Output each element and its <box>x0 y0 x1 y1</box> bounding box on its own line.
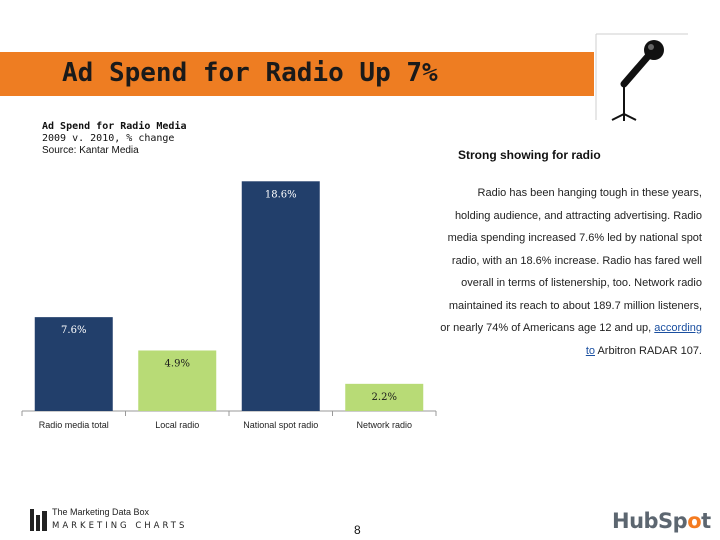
x-tick-label-1: Radio media total <box>39 420 109 430</box>
hubspot-logo: HubSpot <box>612 509 711 533</box>
data-label-2: 4.9% <box>165 358 190 369</box>
marketing-charts-logo: The Marketing Data Box MARKETING CHARTS <box>30 507 190 535</box>
x-tick-label-2: Local radio <box>155 420 199 430</box>
x-tick-label-4: Network radio <box>356 420 412 430</box>
title-banner <box>0 52 680 96</box>
bar-2 <box>138 350 217 411</box>
sidebar-heading: Strong showing for radio <box>458 148 601 162</box>
bar-chart: 7.6% Radio media total 4.9% Local radio 18.6… <box>21 181 437 430</box>
x-tick-label-3: National spot radio <box>243 420 318 430</box>
data-label-1: 7.6% <box>61 325 86 336</box>
chart-subtitle: 2009 v. 2010, % change <box>42 133 175 144</box>
chart-title: Ad Spend for Radio Media <box>42 121 187 132</box>
sidebar-text-1: Radio has been hanging tough in these ye… <box>440 187 702 334</box>
logo-line2: MARKETING CHARTS <box>52 521 188 531</box>
chart-header: Ad Spend for Radio Media 2009 v. 2010, %… <box>42 121 187 157</box>
sidebar-body: Radio has been hanging tough in these ye… <box>440 182 702 362</box>
data-label-3: 18.6% <box>265 189 297 200</box>
arbitron-link[interactable]: according to <box>585 322 702 357</box>
hubspot-o: o <box>687 509 702 533</box>
bar-1 <box>34 317 113 411</box>
bar-3 <box>241 181 320 411</box>
bars-logo-icon <box>30 509 47 531</box>
bar-4 <box>345 383 424 411</box>
hubspot-suffix: t <box>701 509 711 533</box>
slide-title: Ad Spend for Radio Up 7% <box>62 58 438 88</box>
hubspot-prefix: HubSp <box>612 509 688 533</box>
microphone-icon <box>594 30 690 122</box>
chart-source: Source: Kantar Media <box>42 145 139 156</box>
sidebar-text-2: Arbitron RADAR 107. <box>595 344 702 357</box>
data-label-4: 2.2% <box>372 392 397 403</box>
logo-line1: The Marketing Data Box <box>52 507 150 517</box>
page-number: 8 <box>354 523 361 537</box>
